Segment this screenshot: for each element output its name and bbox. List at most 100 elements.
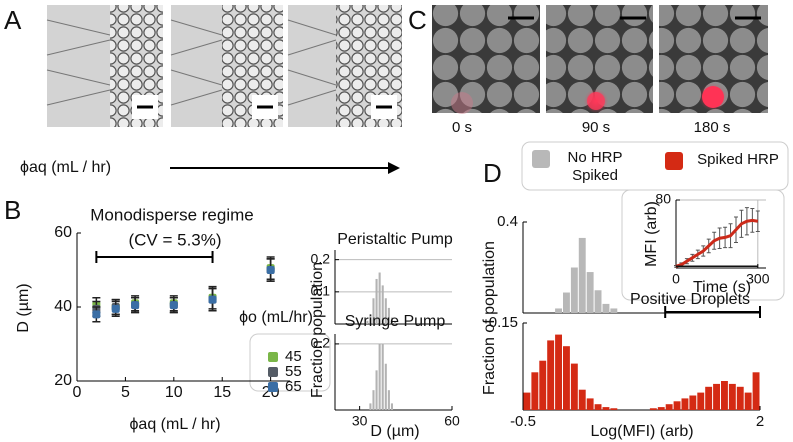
- x-tick-label: 10: [165, 384, 183, 401]
- legend-swatch: [268, 382, 278, 392]
- point: [169, 301, 178, 310]
- chart-title: Syringe Pump: [345, 313, 446, 330]
- y-axis-label: MFI (arb): [643, 201, 660, 267]
- x-tick-label: 300: [746, 271, 770, 287]
- bar: [555, 308, 563, 313]
- legend-label: 55: [285, 363, 302, 380]
- x-axis-label: Time (s): [693, 279, 751, 296]
- point: [266, 266, 275, 274]
- bar: [752, 372, 760, 410]
- bar: [375, 278, 378, 324]
- bar: [369, 314, 372, 324]
- chart-title: Peristaltic Pump: [337, 231, 453, 248]
- legend-label: 45: [285, 348, 302, 365]
- bar: [586, 398, 594, 410]
- y-tick-label: 0.2: [311, 335, 331, 351]
- x-axis-label: D (µm): [370, 423, 419, 440]
- y-tick-label: 80: [655, 191, 671, 207]
- legend-title: ϕo (mL/hr): [239, 309, 313, 326]
- bar: [602, 303, 610, 313]
- bar: [390, 317, 393, 324]
- legend-swatch: [268, 352, 278, 362]
- bar: [384, 298, 387, 324]
- bar: [372, 298, 375, 324]
- bar: [381, 285, 384, 324]
- x-axis-label: ϕaq (mL / hr): [129, 416, 220, 433]
- bar: [578, 237, 586, 313]
- bar: [744, 392, 752, 410]
- bar: [578, 389, 586, 410]
- bar: [673, 401, 681, 410]
- micrograph-c: [432, 5, 768, 114]
- legend-swatch: [268, 367, 278, 377]
- bar: [602, 407, 610, 410]
- y-tick-label: 0.15: [489, 314, 518, 331]
- panel-label: D: [483, 158, 502, 188]
- bar: [649, 408, 657, 410]
- bar: [594, 404, 602, 410]
- bar: [697, 392, 705, 410]
- bar: [665, 404, 673, 410]
- inset-box: [621, 189, 785, 301]
- bar: [378, 343, 381, 410]
- bar: [689, 395, 697, 410]
- y-axis-label: D (µm): [15, 283, 32, 332]
- bar: [681, 398, 689, 410]
- point: [131, 301, 140, 310]
- positive-bracket: [664, 306, 761, 318]
- annotation: Monodisperse regime: [90, 205, 253, 224]
- bar: [390, 403, 393, 410]
- bar: [610, 308, 618, 313]
- time-label: 180 s: [694, 119, 731, 136]
- bar: [570, 267, 578, 313]
- arrow-head: [388, 162, 400, 174]
- panel-label: A: [4, 5, 22, 35]
- legend-label: Spiked HRP: [697, 151, 779, 168]
- y-tick-label: 60: [54, 224, 72, 241]
- x-tick-label: 60: [444, 413, 460, 429]
- bar: [555, 334, 563, 410]
- x-tick-label: -0.5: [510, 413, 536, 430]
- panel-label: B: [4, 195, 21, 225]
- bar: [375, 370, 378, 410]
- legend-label: No HRP Spiked: [567, 149, 623, 184]
- annotation: Positive Droplets: [630, 291, 750, 308]
- x-tick-label: 2: [756, 413, 764, 430]
- x-tick-label: 30: [352, 413, 368, 429]
- bar: [728, 383, 736, 410]
- bar: [713, 383, 720, 410]
- y-tick-label: 0.1: [311, 283, 331, 299]
- y-axis-label: Fraction of population: [481, 241, 498, 395]
- point: [208, 295, 217, 304]
- y-tick-label: 40: [54, 298, 72, 315]
- legend-swatch: [665, 152, 683, 170]
- annotation: (CV = 5.3%): [128, 230, 221, 249]
- bar: [378, 272, 381, 324]
- bar: [523, 392, 531, 410]
- x-tick-label: 5: [121, 384, 130, 401]
- bar: [531, 372, 539, 410]
- y-tick-label: 0.2: [311, 250, 331, 266]
- bar: [657, 407, 665, 410]
- bar: [570, 363, 578, 410]
- axis-label: ϕaq (mL / hr): [20, 159, 111, 176]
- time-label: 0 s: [452, 119, 472, 136]
- regime-bracket: [95, 251, 214, 263]
- bar: [394, 320, 397, 324]
- bar: [594, 290, 602, 313]
- y-tick-label: 20: [54, 372, 72, 389]
- x-tick-label: 15: [213, 384, 231, 401]
- bar: [381, 343, 384, 410]
- bar: [387, 307, 390, 324]
- bar: [539, 360, 547, 410]
- point: [111, 304, 120, 313]
- x-tick-label: 0: [73, 384, 82, 401]
- bar: [563, 292, 570, 313]
- time-label: 90 s: [582, 119, 610, 136]
- legend-label: 65: [285, 378, 302, 395]
- series-line: [675, 218, 759, 268]
- bar: [369, 403, 372, 410]
- bar: [705, 386, 713, 410]
- bar: [720, 381, 728, 410]
